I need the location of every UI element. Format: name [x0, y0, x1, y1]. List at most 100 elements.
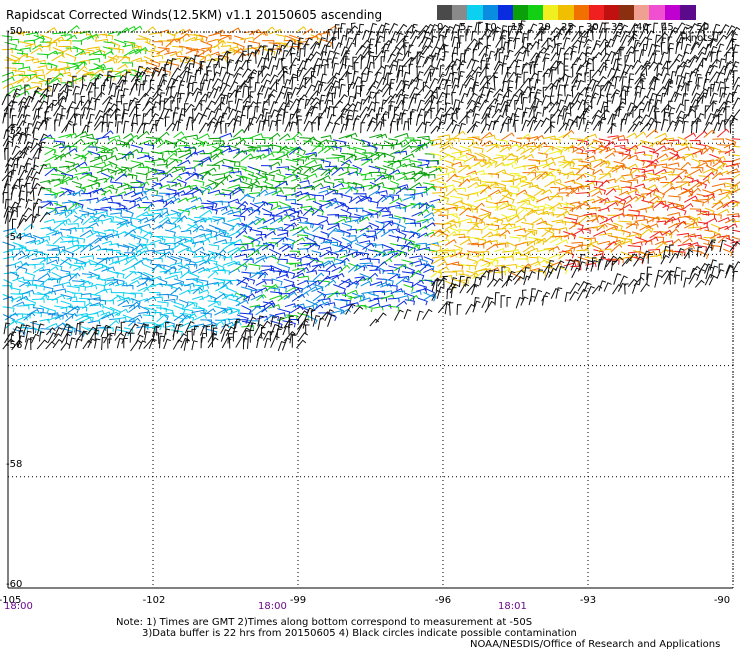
wind-barb: [704, 229, 716, 237]
wind-barb: [445, 137, 460, 143]
wind-barb: [663, 216, 676, 225]
wind-barb: [689, 139, 701, 145]
wind-barb: [705, 112, 715, 126]
wind-barb: [528, 295, 536, 306]
wind-barb: [697, 77, 703, 90]
wind-barb: [669, 250, 683, 257]
wind-barb: [486, 223, 500, 230]
wind-barb: [512, 30, 523, 43]
wind-barb: [184, 184, 198, 190]
wind-barb: [655, 241, 668, 250]
lat-label: -50: [6, 26, 23, 37]
wind-barb: [646, 236, 659, 243]
wind-barb: [516, 137, 530, 142]
wind-barb: [598, 256, 606, 267]
wind-barb: [212, 320, 225, 328]
wind-barb: [719, 239, 727, 253]
wind-barb: [39, 305, 50, 314]
wind-barb: [31, 177, 39, 189]
wind-barb: [403, 284, 414, 292]
wind-barb: [64, 89, 73, 103]
wind-barb: [95, 283, 106, 290]
wind-barb: [309, 242, 321, 250]
wind-barb: [46, 41, 58, 47]
wind-barb: [513, 276, 524, 285]
wind-barb: [711, 183, 726, 188]
wind-barb: [332, 100, 343, 110]
wind-barb: [145, 61, 158, 71]
wind-barb: [108, 54, 120, 62]
wind-barb: [116, 27, 130, 36]
wind-barb: [247, 146, 261, 152]
wind-barb: [123, 208, 134, 218]
wind-barb: [67, 192, 81, 197]
wind-barb: [732, 199, 740, 204]
wind-barb: [450, 84, 460, 96]
wind-barb: [515, 217, 527, 223]
wind-barb: [262, 173, 275, 180]
wind-barb: [536, 70, 543, 84]
wind-barb: [31, 311, 42, 318]
wind-barb: [235, 98, 243, 112]
legend-swatch: [664, 5, 681, 20]
wind-barb: [347, 25, 359, 35]
wind-barb: [341, 222, 353, 231]
wind-barb: [338, 244, 353, 252]
wind-barb: [291, 334, 297, 348]
wind-barb: [228, 148, 241, 154]
wind-barb: [319, 100, 324, 111]
wind-barb: [654, 121, 662, 133]
wind-barb: [46, 266, 59, 273]
wind-barb: [716, 208, 730, 216]
wind-barb: [407, 118, 413, 131]
wind-barb: [660, 66, 669, 77]
wind-barb: [550, 69, 557, 83]
wind-barb: [186, 75, 195, 89]
wind-barb: [38, 100, 48, 110]
wind-barb: [575, 64, 585, 75]
wind-barb: [136, 60, 148, 65]
wind-barb: [25, 96, 35, 110]
wind-barb: [220, 280, 233, 289]
wind-barb: [284, 222, 298, 231]
wind-barb: [691, 249, 702, 257]
wind-barb: [142, 202, 153, 207]
wind-barb: [641, 169, 655, 175]
wind-barb: [312, 225, 323, 233]
wind-barb: [495, 48, 502, 61]
wind-barb: [248, 118, 254, 131]
wind-barb: [606, 222, 619, 231]
wind-barb: [396, 44, 408, 55]
wind-barb: [732, 220, 740, 223]
wind-barb: [451, 92, 456, 105]
wind-barb: [318, 237, 332, 245]
wind-barb: [597, 223, 608, 231]
wind-barb: [88, 259, 98, 267]
wind-barb: [408, 182, 422, 191]
wind-barb: [394, 222, 406, 232]
wind-barb: [620, 186, 632, 191]
wind-barb: [25, 249, 38, 254]
wind-barb: [373, 244, 384, 249]
wind-barb: [191, 309, 205, 315]
wind-barb: [575, 200, 589, 210]
wind-barb: [214, 93, 225, 105]
wind-barb: [124, 256, 138, 266]
wind-barb: [240, 242, 254, 248]
wind-barb: [227, 217, 242, 223]
wind-barb: [541, 94, 550, 106]
wind-barb: [131, 122, 137, 133]
wind-barb: [18, 133, 27, 145]
wind-barb: [109, 295, 122, 302]
wind-barb: [642, 186, 656, 196]
wind-barb: [33, 87, 42, 97]
wind-barb: [458, 114, 470, 125]
wind-barb: [263, 49, 276, 56]
wind-barb: [138, 311, 151, 317]
wind-barb: [590, 215, 604, 221]
wind-barb: [254, 175, 269, 181]
wind-barb: [213, 86, 223, 99]
wind-barb: [107, 269, 119, 278]
wind-barb: [362, 234, 376, 242]
wind-barb: [599, 160, 611, 168]
